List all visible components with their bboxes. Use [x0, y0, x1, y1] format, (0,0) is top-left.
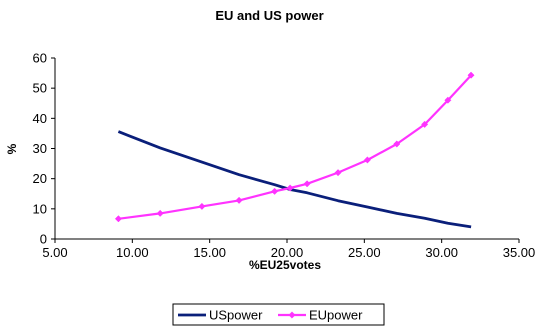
y-tick-label: 0	[40, 232, 47, 247]
data-point-eupower	[286, 184, 294, 192]
y-tick-label: 10	[33, 201, 47, 216]
legend-items: USpower EUpower	[178, 308, 363, 323]
legend-marker-eupower	[288, 311, 296, 319]
x-tick-label: 25.00	[348, 245, 381, 260]
x-tick-label: 10.00	[116, 245, 149, 260]
x-tick-label: 35.00	[503, 245, 536, 260]
y-tick-label: 60	[33, 51, 47, 66]
x-axis-label: %EU25votes	[249, 258, 321, 272]
data-point-eupower	[444, 96, 452, 104]
y-tick-label: 30	[33, 141, 47, 156]
x-tick-label: 5.00	[42, 245, 67, 260]
series-layer	[114, 71, 475, 229]
y-tick-label: 50	[33, 81, 47, 96]
data-point-eupower	[421, 120, 429, 128]
chart-legend: USpower EUpower	[172, 303, 385, 326]
data-point-eupower	[114, 215, 122, 223]
data-point-eupower	[156, 209, 164, 217]
y-tick-label: 20	[33, 171, 47, 186]
y-axis-ticks: 0 10 20 30 40 50 60	[33, 51, 55, 247]
data-point-eupower	[198, 202, 206, 210]
data-point-eupower	[363, 156, 371, 164]
data-point-eupower	[467, 71, 475, 79]
x-tick-label: 20.00	[271, 245, 304, 260]
legend-label-uspower: USpower	[209, 308, 263, 323]
x-tick-label: 15.00	[193, 245, 226, 260]
data-point-eupower	[271, 187, 279, 195]
series-uspower	[117, 130, 472, 229]
x-axis-ticks: 5.00 10.00 15.00 20.00 25.00 30.00 35.00	[42, 239, 535, 260]
legend-label-eupower: EUpower	[309, 308, 363, 323]
series-line-eupower	[118, 74, 472, 220]
series-line-uspower	[117, 130, 472, 229]
data-point-eupower	[334, 169, 342, 177]
data-point-eupower	[393, 140, 401, 148]
data-point-eupower	[303, 180, 311, 188]
chart-axes	[54, 58, 519, 240]
data-point-eupower	[235, 196, 243, 204]
x-tick-label: 30.00	[425, 245, 458, 260]
series-eupower	[114, 71, 475, 223]
y-axis-label: %	[5, 143, 19, 154]
chart-title: EU and US power	[215, 8, 323, 23]
y-tick-label: 40	[33, 111, 47, 126]
